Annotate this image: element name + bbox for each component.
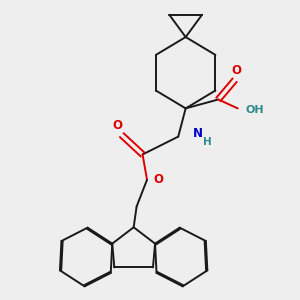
- Text: O: O: [231, 64, 241, 77]
- Text: O: O: [153, 173, 163, 186]
- Text: H: H: [203, 137, 212, 147]
- Text: N: N: [193, 127, 203, 140]
- Text: OH: OH: [245, 105, 264, 115]
- Text: O: O: [112, 119, 122, 132]
